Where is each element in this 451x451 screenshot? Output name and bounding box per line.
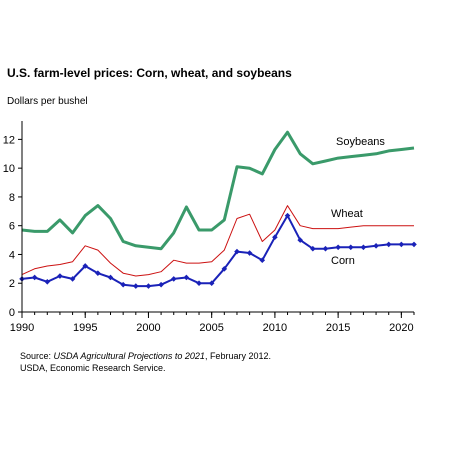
soybeans-label: Soybeans xyxy=(336,136,385,148)
axes: 0 2 4 6 8 10 12 1990 1995 2000 2005 2010 2015 2020 xyxy=(3,121,415,334)
corn-point xyxy=(95,270,101,276)
corn-point xyxy=(272,234,278,240)
corn-point xyxy=(120,281,126,288)
corn-point xyxy=(234,248,240,255)
corn-point xyxy=(158,281,164,288)
corn-point xyxy=(82,263,89,269)
y-tick-label: 6 xyxy=(9,221,15,233)
corn-point xyxy=(259,257,266,264)
y-tick-label: 2 xyxy=(9,278,15,290)
corn-point xyxy=(145,283,152,289)
x-tick-label: 1990 xyxy=(10,322,34,334)
y-tick-label: 0 xyxy=(9,307,15,319)
corn-point xyxy=(398,241,405,248)
corn-point xyxy=(170,276,177,282)
corn-label: Corn xyxy=(331,255,355,267)
y-tick-label: 10 xyxy=(3,163,15,175)
corn-point xyxy=(347,244,354,251)
soybeans-line xyxy=(21,130,415,251)
corn-point xyxy=(57,273,63,279)
x-tick-label: 2010 xyxy=(263,322,287,334)
corn-point xyxy=(31,274,38,281)
chart-title: U.S. farm-level prices: Corn, wheat, and… xyxy=(7,66,292,80)
corn-point xyxy=(44,278,51,285)
y-tick-label: 8 xyxy=(9,192,15,204)
corn-point xyxy=(183,274,190,281)
x-tick-label: 1995 xyxy=(73,322,97,334)
corn-point xyxy=(385,241,392,248)
x-tick-label: 2020 xyxy=(389,322,413,334)
wheat-label: Wheat xyxy=(331,208,363,220)
corn-point xyxy=(208,280,215,287)
corn-point xyxy=(196,280,202,287)
corn-point xyxy=(133,283,139,289)
source-title: USDA Agricultural Projections to 2021 xyxy=(53,351,205,361)
y-tick-label: 12 xyxy=(3,134,15,146)
source-prefix: Source: xyxy=(20,351,54,361)
corn-point xyxy=(310,245,316,252)
corn-point xyxy=(69,276,76,282)
corn-point xyxy=(107,274,114,281)
corn-point xyxy=(284,212,291,219)
corn-point xyxy=(221,266,228,272)
corn-point xyxy=(411,241,417,248)
x-tick-label: 2015 xyxy=(326,322,350,334)
source-suffix: , February 2012. xyxy=(204,351,271,361)
y-tick-label: 4 xyxy=(9,249,15,261)
series-labels: Soybeans Wheat Corn xyxy=(331,136,385,267)
y-axis-label: Dollars per bushel xyxy=(7,96,88,107)
corn-point xyxy=(322,245,329,252)
corn-point xyxy=(246,250,253,256)
x-tick-label: 2005 xyxy=(199,322,223,334)
source-note: Source: USDA Agricultural Projections to… xyxy=(20,350,271,374)
x-tick-label: 2000 xyxy=(136,322,160,334)
corn-point xyxy=(373,243,379,249)
wheat-line xyxy=(21,205,414,277)
corn-point xyxy=(297,237,303,243)
source-line-2: USDA, Economic Research Service. xyxy=(20,363,166,373)
corn-point xyxy=(335,244,341,251)
corn-point xyxy=(360,244,367,251)
source-line-1: Source: USDA Agricultural Projections to… xyxy=(20,350,271,362)
